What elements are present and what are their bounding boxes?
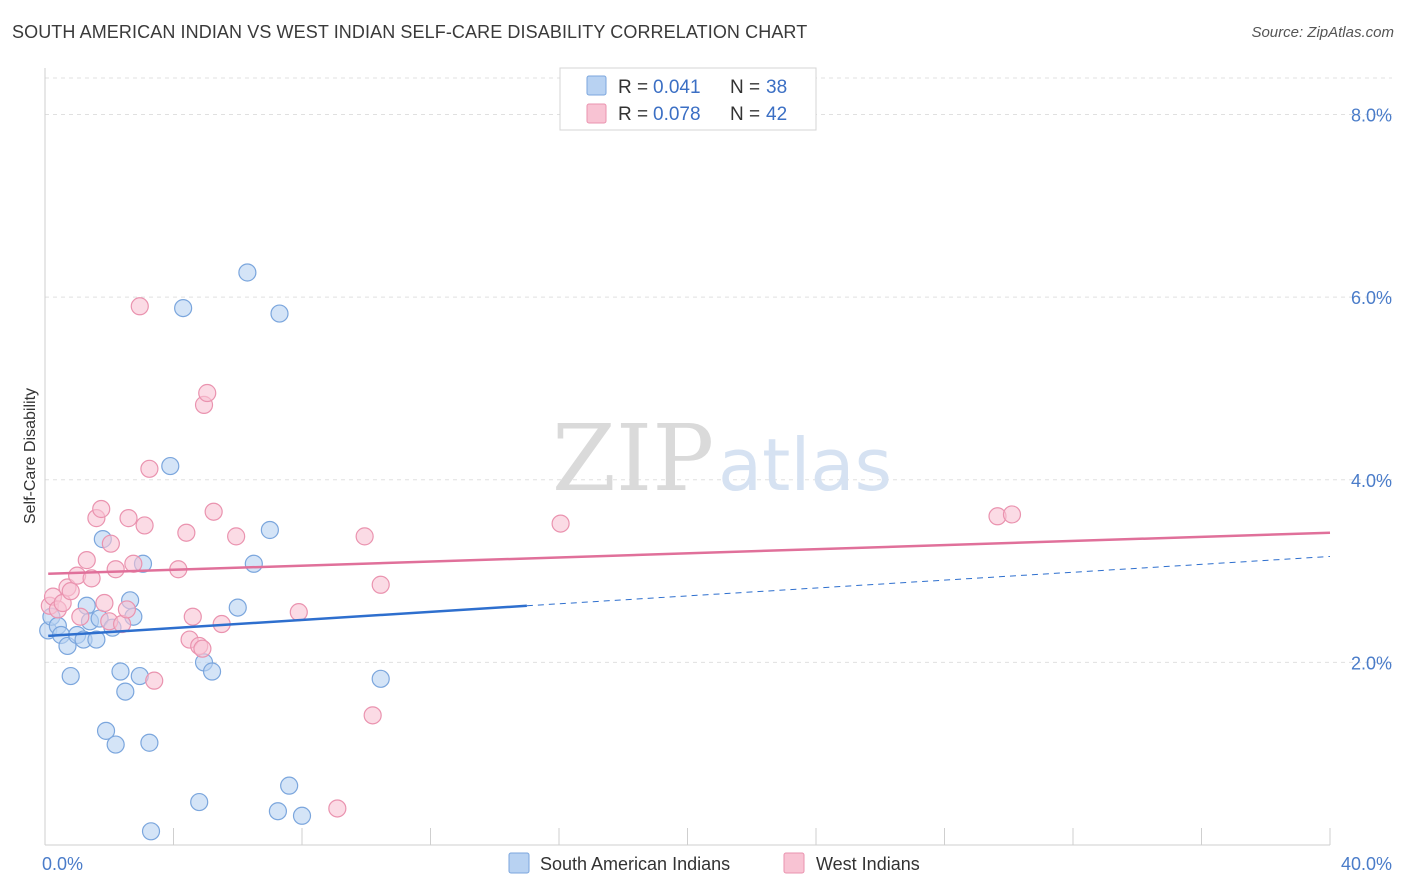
point-south-american-26 (190, 792, 209, 812)
y-tick-label-6: 6.0% (1351, 288, 1392, 308)
trend-lines (48, 531, 1331, 638)
legend-swatch-blue (586, 75, 607, 96)
point-south-american-37 (371, 669, 390, 688)
watermark-zip: ZIP (552, 405, 714, 512)
axes (44, 68, 1331, 846)
point-south-american-28 (202, 662, 222, 681)
series-legend: South American Indians West Indians (508, 852, 920, 874)
point-south-american-5 (61, 666, 80, 686)
trend-extension-south-american-indians (526, 555, 1331, 607)
source-credit: Source: ZipAtlas.com (1251, 24, 1394, 41)
data-points (39, 263, 1022, 841)
y-axis-label: Self-Care Disability (22, 388, 39, 524)
point-west-indian-39 (371, 575, 390, 594)
point-south-american-17 (116, 682, 135, 701)
legend-n-label-1: N = (730, 77, 760, 98)
series-legend-label-west-indians: West Indians (816, 854, 920, 874)
point-west-indian-22 (140, 459, 159, 478)
y-tick-label-4: 4.0% (1351, 471, 1392, 491)
point-west-indian-34 (227, 527, 246, 546)
point-west-indian-11 (92, 499, 111, 519)
legend-r-value-1: 0.041 (653, 77, 701, 98)
point-south-american-15 (106, 735, 125, 754)
point-west-indian-17 (117, 600, 137, 619)
point-west-indian-38 (363, 706, 382, 725)
point-west-indian-8 (77, 551, 96, 570)
point-south-american-36 (292, 806, 312, 825)
point-south-american-25 (174, 299, 193, 318)
chart-title: SOUTH AMERICAN INDIAN VS WEST INDIAN SEL… (12, 22, 808, 42)
point-west-indian-35 (289, 603, 308, 622)
point-west-indian-29 (193, 639, 212, 658)
point-south-american-23 (141, 822, 161, 841)
point-south-american-35 (280, 776, 299, 795)
x-tick-max: 40.0% (1341, 854, 1392, 874)
point-west-indian-40 (551, 514, 570, 533)
x-tick-min: 0.0% (42, 854, 83, 874)
point-west-indian-12 (95, 593, 114, 613)
point-west-indian-32 (204, 502, 223, 521)
point-south-american-10 (87, 630, 106, 649)
watermark-atlas: atlas (718, 423, 892, 507)
legend-n-value-1: 38 (766, 77, 787, 98)
y-tick-label-8: 8.0% (1351, 106, 1392, 126)
point-west-indian-36 (328, 799, 347, 818)
series-legend-label-south-american-indians: South American Indians (540, 854, 730, 874)
point-west-indian-27 (183, 607, 202, 626)
point-west-indian-25 (177, 523, 196, 542)
grid-lines (45, 77, 1392, 663)
point-west-indian-20 (130, 297, 149, 316)
series-legend-swatch-pink (783, 852, 805, 874)
point-west-indian-18 (119, 509, 138, 528)
y-tick-labels: 2.0% 4.0% 6.0% 8.0% (1351, 106, 1392, 674)
point-south-american-29 (228, 598, 247, 617)
point-west-indian-9 (82, 569, 101, 588)
series-legend-swatch-blue (508, 852, 530, 874)
legend-r-label-1: R = (618, 77, 648, 98)
legend-swatch-pink (586, 103, 607, 124)
legend-r-value-2: 0.078 (653, 104, 701, 125)
point-west-indian-15 (106, 560, 125, 579)
point-west-indian-5 (61, 582, 80, 601)
point-west-indian-21 (135, 516, 154, 535)
point-west-indian-31 (198, 383, 217, 403)
point-south-american-34 (270, 304, 289, 323)
legend-r-label-2: R = (618, 104, 648, 125)
point-south-american-33 (268, 802, 288, 821)
point-west-indian-7 (71, 607, 90, 626)
point-south-american-13 (96, 721, 116, 740)
point-west-indian-37 (355, 527, 374, 546)
watermark: ZIP atlas (552, 405, 892, 512)
point-west-indian-42 (1002, 505, 1022, 524)
trend-line-south-american-indians (48, 604, 527, 638)
point-south-american-31 (244, 554, 263, 573)
point-south-american-16 (111, 662, 130, 681)
point-south-american-24 (161, 456, 180, 476)
legend-box: R = 0.041 N = 38 R = 0.078 N = 42 (559, 67, 817, 131)
point-south-american-32 (260, 520, 279, 540)
point-west-indian-23 (145, 671, 164, 690)
y-tick-label-2: 2.0% (1351, 653, 1392, 673)
legend-n-label-2: N = (730, 104, 760, 125)
legend-n-value-2: 42 (766, 104, 787, 125)
point-west-indian-14 (101, 534, 120, 553)
point-south-american-30 (238, 263, 257, 282)
point-south-american-22 (140, 733, 159, 752)
trend-line-west-indians (48, 531, 1331, 576)
